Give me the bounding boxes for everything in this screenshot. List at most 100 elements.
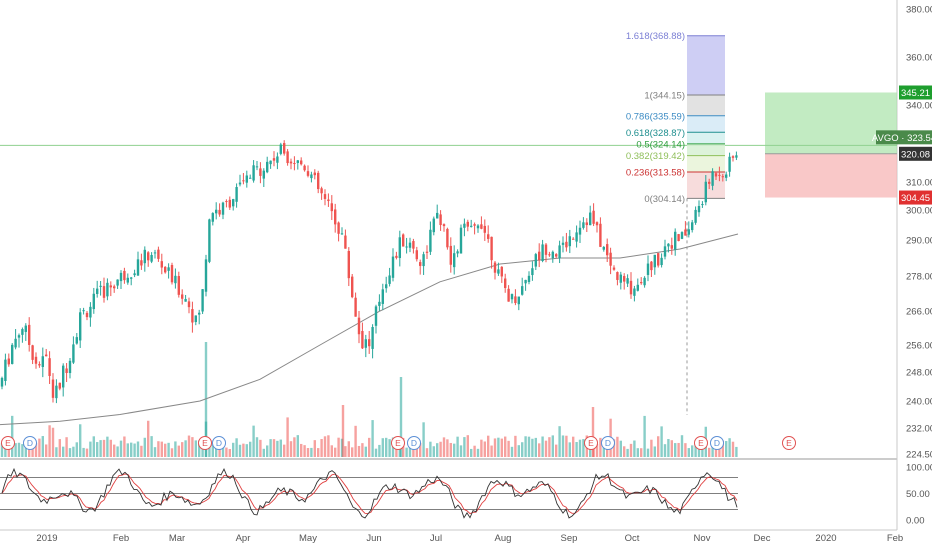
candle-body — [405, 246, 408, 248]
candle-body — [368, 339, 371, 347]
candle-body — [667, 243, 670, 247]
candle-body — [136, 259, 140, 276]
volume-bar — [568, 442, 571, 457]
price-tick-label: 256.00 — [906, 341, 932, 352]
volume-bar — [708, 447, 711, 457]
price-labels: 345.21 320.08 304.45 AVGO · 323.54 — [872, 85, 932, 205]
volume-bar — [551, 435, 554, 457]
candle-body — [153, 252, 157, 254]
candle-body — [89, 306, 92, 318]
volume-bar — [238, 444, 242, 457]
candle-body — [592, 210, 595, 224]
volume-bar — [534, 437, 537, 457]
current-price-label-background — [876, 130, 932, 145]
event-marker-label: E — [202, 438, 208, 448]
stop-zone — [765, 153, 897, 198]
volume-bar — [232, 442, 235, 457]
volume-bar — [371, 420, 374, 457]
volume-bar — [497, 437, 500, 457]
candle-body — [269, 160, 272, 165]
volume-bar — [459, 445, 463, 457]
volume-bar — [561, 435, 565, 457]
candle-body — [143, 249, 146, 264]
candle-body — [187, 301, 191, 308]
volume-bar — [388, 439, 391, 457]
volume-bar — [21, 444, 24, 457]
volume-bar — [28, 447, 31, 457]
candle-body — [140, 260, 143, 266]
volume-bar — [449, 442, 452, 457]
candle-body — [466, 221, 469, 227]
volume-bar — [313, 440, 316, 457]
volume-bar — [728, 438, 731, 457]
volume-bar — [157, 441, 160, 457]
fib-level-label: 1.618(368.88) — [626, 31, 685, 42]
stop-price-label-text: 304.45 — [901, 193, 930, 204]
candle-body — [653, 254, 656, 268]
volume-bar — [306, 448, 310, 457]
volume-bar — [215, 443, 218, 457]
candle-body — [721, 176, 724, 178]
volume-bar — [453, 443, 456, 457]
target-price-label-text: 345.21 — [901, 88, 930, 99]
candle-body — [310, 174, 313, 179]
stop-price-label-background — [899, 190, 932, 205]
time-tick-label: Sep — [561, 533, 578, 544]
target-zone — [765, 92, 897, 154]
price-tick-label: 340.00 — [906, 101, 932, 112]
candle-body — [704, 181, 707, 203]
volume-bar — [419, 442, 422, 457]
volume-bar — [422, 422, 425, 457]
volume-bar — [517, 445, 520, 457]
volume-bar — [429, 441, 432, 457]
candle-body — [388, 275, 391, 284]
candle-body — [24, 325, 27, 332]
volume-bar — [626, 448, 629, 457]
volume-bar — [629, 443, 633, 457]
volume-bar — [718, 442, 721, 457]
volume-bar — [347, 441, 350, 457]
volume-bar — [228, 448, 231, 457]
candle-body — [109, 285, 112, 288]
volume-bar — [72, 446, 75, 457]
earnings-marker: E — [694, 436, 708, 450]
candle-body — [412, 241, 415, 249]
volume-bar — [476, 448, 480, 457]
volume-bar — [255, 437, 259, 457]
candle-body — [385, 284, 388, 289]
candle-body — [147, 252, 150, 261]
event-marker-circle — [584, 436, 598, 450]
volume-bar — [160, 441, 163, 457]
volume-bar — [204, 342, 208, 457]
volume-bar — [694, 444, 697, 457]
candle-body — [691, 222, 694, 231]
candle-body — [58, 382, 61, 389]
candle-body — [595, 222, 599, 226]
candle-body — [694, 209, 697, 223]
candle-body — [527, 275, 531, 283]
volume-bar — [310, 447, 313, 457]
volume-bar — [201, 447, 204, 457]
volume-bar — [283, 444, 286, 457]
volume-bar — [446, 439, 449, 457]
volume-bar — [578, 439, 582, 457]
candle-body — [728, 156, 731, 172]
candle-body — [221, 202, 225, 215]
volume-bar — [34, 442, 38, 457]
price-tick-label: 380.00 — [906, 5, 932, 16]
candle-body — [68, 360, 72, 374]
volume-bar — [58, 439, 61, 457]
volume-bar — [323, 436, 327, 457]
candle-body — [160, 261, 163, 268]
volume-bar — [184, 440, 187, 457]
candle-body — [116, 279, 119, 286]
volume-bar — [140, 445, 143, 457]
candle-body — [449, 245, 452, 265]
candle-body — [0, 377, 4, 387]
event-marker-label: E — [588, 438, 594, 448]
candle-body — [7, 358, 10, 365]
candle-body — [456, 251, 459, 254]
earnings-marker: E — [391, 436, 405, 450]
